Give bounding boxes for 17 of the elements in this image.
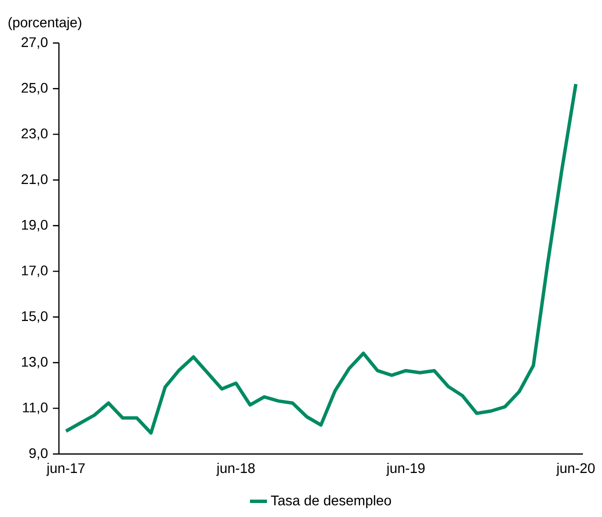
x-tick-label: jun-19 xyxy=(386,462,425,476)
y-tick-label: 21,0 xyxy=(22,174,48,186)
x-tick-label: jun-18 xyxy=(216,462,255,476)
y-tick-label: 19,0 xyxy=(22,220,48,232)
y-tick-label: 23,0 xyxy=(22,128,48,140)
y-tick-label: 15,0 xyxy=(22,311,48,323)
y-tick-label: 13,0 xyxy=(22,356,48,368)
y-tick-label: 25,0 xyxy=(22,82,48,94)
x-tick-label: jun-17 xyxy=(46,462,85,476)
x-tick-label: jun-20 xyxy=(556,462,595,476)
y-tick-label: 27,0 xyxy=(22,37,48,49)
line-series xyxy=(64,82,578,435)
y-axis-title: (porcentaje) xyxy=(8,17,82,30)
legend-label: Tasa de desempleo xyxy=(270,495,391,508)
y-tick-label: 11,0 xyxy=(23,402,48,414)
y-tick-label: 17,0 xyxy=(22,266,48,278)
y-tick-label: 9,0 xyxy=(29,448,48,460)
